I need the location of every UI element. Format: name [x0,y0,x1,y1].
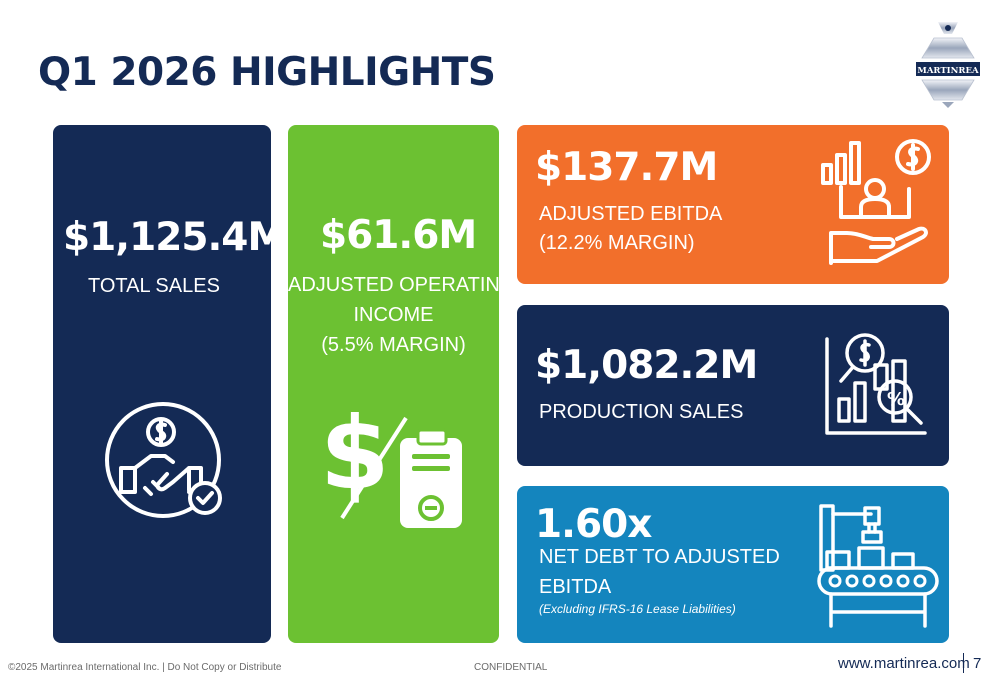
net-debt-value: 1.60x [535,502,652,547]
footer-confidential: CONFIDENTIAL [474,662,548,673]
svg-text:%: % [887,389,905,410]
net-debt-note: (Excluding IFRS-16 Lease Liabilities) [539,602,736,616]
production-sales-card: $1,082.2M PRODUCTION SALES % [517,305,949,466]
footer-divider [963,653,964,673]
logo-text: MARTINREA [917,66,979,76]
martinrea-logo [916,22,980,108]
footer-website-link[interactable]: www.martinrea.com [838,655,970,672]
conveyor-robot-icon [817,504,939,628]
total-sales-value: $1,125.4M [63,215,271,260]
net-debt-card: 1.60x NET DEBT TO ADJUSTED EBITDA (Exclu… [517,486,949,643]
ebitda-value: $137.7M [535,145,718,190]
hand-chart-dollar-icon [821,139,931,265]
total-sales-label: TOTAL SALES [88,275,220,297]
production-sales-label: PRODUCTION SALES [539,401,744,423]
dollar-clipboard-icon: $ [320,395,462,528]
operating-income-label-line1: ADJUSTED OPERATING [288,274,499,296]
production-sales-value: $1,082.2M [535,343,758,388]
operating-income-card: $61.6M ADJUSTED OPERATING INCOME (5.5% M… [288,125,499,643]
operating-income-value: $61.6M [320,213,477,258]
footer-copyright: ©2025 Martinrea International Inc. | Do … [8,662,282,673]
ebitda-label-line2: (12.2% MARGIN) [539,232,695,254]
total-sales-card: $1,125.4M TOTAL SALES [53,125,271,643]
chart-magnifier-icon: % [825,333,927,435]
ebitda-label-line1: ADJUSTED EBITDA [539,203,723,225]
operating-income-label-line3: (5.5% MARGIN) [321,334,466,356]
ebitda-card: $137.7M ADJUSTED EBITDA (12.2% MARGIN) [517,125,949,284]
handshake-dollar-icon [105,402,222,518]
operating-income-label-line2: INCOME [353,304,434,326]
net-debt-label-line1: NET DEBT TO ADJUSTED [539,546,780,568]
page-number: 7 [973,655,982,672]
page-title: Q1 2026 HIGHLIGHTS [38,50,496,95]
svg-text:$: $ [320,395,390,512]
net-debt-label-line2: EBITDA [539,576,612,598]
